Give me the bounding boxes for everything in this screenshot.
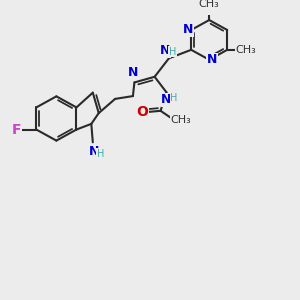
Text: O: O bbox=[136, 105, 148, 119]
Text: CH₃: CH₃ bbox=[236, 45, 256, 55]
Text: H: H bbox=[169, 47, 176, 57]
Text: N: N bbox=[89, 145, 99, 158]
Text: N: N bbox=[160, 44, 170, 57]
Text: H: H bbox=[97, 148, 104, 158]
Text: CH₃: CH₃ bbox=[170, 115, 191, 125]
Text: N: N bbox=[183, 23, 194, 37]
Text: N: N bbox=[161, 93, 172, 106]
Text: N: N bbox=[128, 66, 138, 79]
Text: F: F bbox=[12, 122, 21, 136]
Text: CH₃: CH₃ bbox=[199, 0, 220, 9]
Text: N: N bbox=[207, 53, 217, 66]
Text: H: H bbox=[170, 93, 178, 103]
